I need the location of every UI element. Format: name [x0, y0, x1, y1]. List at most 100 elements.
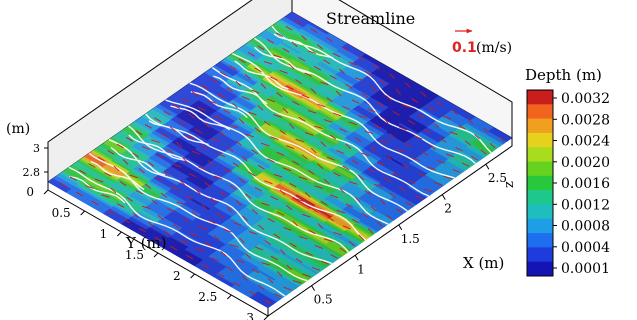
- velocity-vector: [330, 194, 339, 199]
- velocity-vector: [182, 157, 189, 164]
- colorbar-swatch: [527, 247, 553, 263]
- velocity-vector: [458, 124, 466, 130]
- velocity-vector: [229, 244, 239, 248]
- velocity-vector: [433, 122, 440, 128]
- velocity-vector: [329, 75, 337, 80]
- velocity-vector: [273, 233, 281, 239]
- velocity-vector: [219, 131, 226, 138]
- velocity-vector: [226, 87, 233, 93]
- streamline: [271, 25, 492, 154]
- velocity-vector: [338, 68, 345, 74]
- velocity-vector: [233, 281, 241, 287]
- velocity-vector: [251, 149, 259, 155]
- velocity-vector: [247, 52, 256, 57]
- velocity-vector: [122, 159, 129, 165]
- velocity-vector: [405, 142, 411, 148]
- velocity-vector: [314, 245, 323, 249]
- colorbar-tick-label: 0.0016: [561, 176, 610, 192]
- velocity-vector: [351, 99, 360, 104]
- streamline-branch: [190, 91, 248, 119]
- velocity-vector: [373, 124, 382, 129]
- velocity-vector: [308, 169, 315, 175]
- velocity-vector: [154, 117, 162, 122]
- streamline-branch: [69, 175, 126, 204]
- velocity-vector: [191, 91, 199, 96]
- velocity-vector: [148, 221, 154, 227]
- velocity-vector: [292, 160, 300, 166]
- velocity-vector: [352, 218, 360, 224]
- velocity-vector: [235, 140, 242, 146]
- velocity-vector: [320, 200, 328, 206]
- velocity-vector: [304, 191, 311, 198]
- velocity-vector: [207, 160, 214, 166]
- velocity-vector: [125, 137, 134, 142]
- velocity-vector: [192, 150, 201, 155]
- velocity-vector: [198, 106, 206, 111]
- velocity-vector: [207, 100, 217, 104]
- velocity-vector: [364, 190, 372, 195]
- velocity-vector: [132, 212, 139, 218]
- velocity-vector: [342, 165, 350, 171]
- streamline: [253, 37, 476, 165]
- velocity-vector: [361, 212, 368, 218]
- velocity-vector: [436, 160, 446, 164]
- velocity-vector: [242, 155, 248, 162]
- velocity-vector: [274, 293, 282, 298]
- velocity-vector: [330, 254, 338, 259]
- velocity-vector: [314, 125, 323, 130]
- velocity-vector: [233, 222, 242, 226]
- velocity-vector: [69, 176, 77, 181]
- x-tick-mark: [441, 194, 446, 200]
- velocity-vector: [179, 179, 186, 186]
- velocity-vector: [270, 76, 278, 81]
- velocity-vector: [348, 121, 358, 126]
- velocity-vector: [257, 45, 265, 51]
- streamline-branch: [273, 33, 334, 59]
- velocity-vector: [223, 228, 232, 233]
- velocity-vector: [345, 143, 352, 150]
- velocity-vector: [471, 156, 478, 161]
- y-tick-mark: [226, 294, 232, 300]
- velocity-vector: [361, 93, 369, 98]
- colorbar-swatch: [527, 104, 553, 120]
- velocity-vector: [151, 199, 158, 205]
- velocity-vector: [467, 118, 474, 125]
- velocity-vector: [333, 231, 342, 236]
- velocity-vector: [332, 52, 341, 58]
- velocity-vector: [499, 136, 505, 143]
- velocity-vector: [229, 65, 237, 70]
- velocity-vector: [163, 110, 171, 116]
- velocity-vector: [245, 253, 252, 259]
- velocity-vector: [273, 54, 282, 59]
- velocity-vector: [182, 217, 189, 223]
- velocity-vector: [192, 210, 198, 217]
- velocity-vector: [260, 142, 270, 147]
- x-tick-label: 1.5: [401, 232, 420, 246]
- velocity-vector: [91, 200, 99, 206]
- velocity-vector: [251, 209, 258, 215]
- velocity-vector: [179, 119, 185, 126]
- velocity-vector: [451, 109, 458, 116]
- velocity-vector: [327, 216, 335, 222]
- y-tick-mark: [43, 189, 49, 195]
- velocity-vector: [185, 135, 195, 139]
- velocity-vector: [392, 111, 400, 116]
- streamline-branch: [234, 60, 289, 90]
- velocity-vector: [329, 134, 337, 140]
- velocity-vector: [132, 152, 139, 158]
- velocity-vector: [101, 194, 110, 198]
- velocity-vector: [367, 108, 376, 113]
- velocity-vector: [427, 166, 436, 171]
- velocity-vector: [295, 138, 304, 143]
- velocity-vector: [261, 262, 271, 266]
- velocity-vector: [298, 57, 306, 62]
- velocity-vector: [238, 58, 246, 64]
- velocity-vector: [176, 142, 182, 148]
- velocity-vector: [245, 133, 254, 138]
- velocity-vector: [201, 84, 209, 90]
- velocity-vector: [358, 174, 365, 181]
- velocity-vector: [279, 189, 286, 196]
- velocity-vector: [135, 190, 144, 195]
- velocity-vector: [308, 229, 316, 235]
- velocity-vector: [345, 84, 353, 89]
